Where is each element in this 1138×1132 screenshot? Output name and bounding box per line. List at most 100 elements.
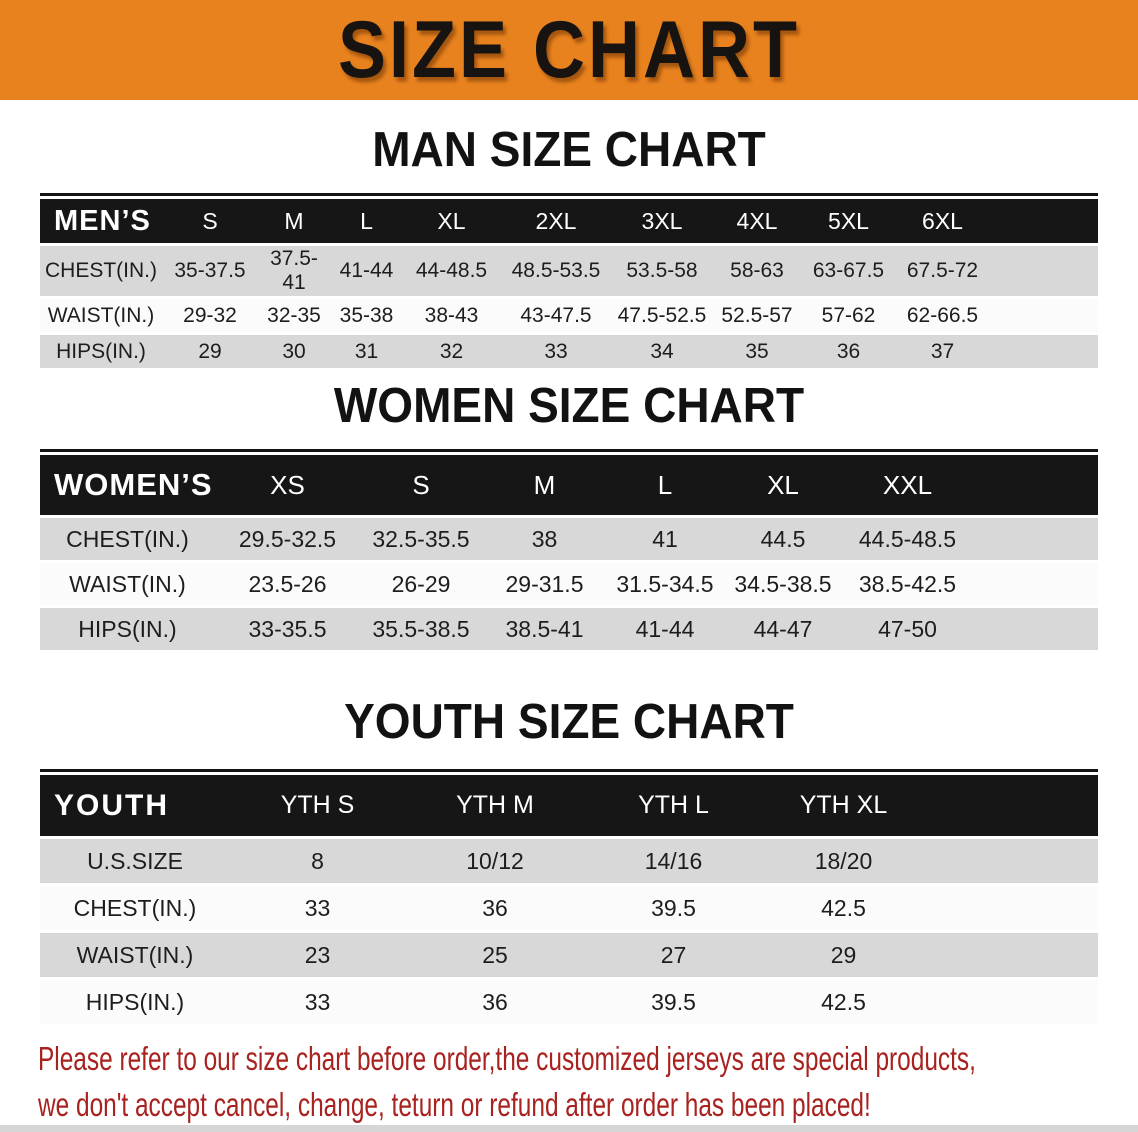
size-value: 35 bbox=[712, 335, 802, 368]
size-value: 23.5-26 bbox=[215, 563, 360, 605]
spacer-cell bbox=[972, 563, 1098, 605]
spacer-cell bbox=[972, 608, 1098, 650]
size-value: 39.5 bbox=[585, 980, 762, 1024]
size-value: 38-43 bbox=[403, 299, 500, 332]
size-value: 53.5-58 bbox=[612, 246, 712, 296]
size-value: 38.5-42.5 bbox=[843, 563, 972, 605]
spacer-cell bbox=[925, 933, 1098, 977]
spacer-cell bbox=[925, 980, 1098, 1024]
table-corner-label: WOMEN’S bbox=[40, 455, 215, 515]
size-value: 14/16 bbox=[585, 839, 762, 883]
spacer-cell bbox=[972, 455, 1098, 515]
size-value: 36 bbox=[405, 980, 585, 1024]
size-column-header: YTH S bbox=[230, 775, 405, 836]
size-value: 44.5-48.5 bbox=[843, 518, 972, 560]
size-value: 31 bbox=[330, 335, 403, 368]
table-row: U.S.SIZE 8 10/12 14/16 18/20 bbox=[40, 839, 1098, 883]
notice-line-1: Please refer to our size chart before or… bbox=[38, 1040, 976, 1077]
size-column-header: 3XL bbox=[612, 199, 712, 243]
table-row: CHEST(IN.) 33 36 39.5 42.5 bbox=[40, 886, 1098, 930]
size-column-header: L bbox=[607, 455, 723, 515]
size-value: 41-44 bbox=[330, 246, 403, 296]
size-value: 27 bbox=[585, 933, 762, 977]
size-column-header: M bbox=[258, 199, 330, 243]
size-value: 44.5 bbox=[723, 518, 843, 560]
size-value: 35-38 bbox=[330, 299, 403, 332]
size-value: 18/20 bbox=[762, 839, 925, 883]
size-value: 30 bbox=[258, 335, 330, 368]
size-value: 67.5-72 bbox=[895, 246, 990, 296]
size-column-header: YTH M bbox=[405, 775, 585, 836]
row-label: U.S.SIZE bbox=[40, 839, 230, 883]
size-value: 10/12 bbox=[405, 839, 585, 883]
size-value: 29 bbox=[762, 933, 925, 977]
size-column-header: M bbox=[482, 455, 607, 515]
size-value: 36 bbox=[405, 886, 585, 930]
size-value: 8 bbox=[230, 839, 405, 883]
row-label: CHEST(IN.) bbox=[40, 518, 215, 560]
table-row: WAIST(IN.) 29-32 32-35 35-38 38-43 43-47… bbox=[40, 299, 1098, 332]
row-label: WAIST(IN.) bbox=[40, 933, 230, 977]
size-value: 34 bbox=[612, 335, 712, 368]
size-value: 29.5-32.5 bbox=[215, 518, 360, 560]
size-value: 26-29 bbox=[360, 563, 482, 605]
size-value: 38.5-41 bbox=[482, 608, 607, 650]
size-column-header: 6XL bbox=[895, 199, 990, 243]
size-column-header: S bbox=[162, 199, 258, 243]
size-value: 48.5-53.5 bbox=[500, 246, 612, 296]
size-value: 25 bbox=[405, 933, 585, 977]
spacer-cell bbox=[990, 199, 1098, 243]
women-size-chart-heading: WOMEN SIZE CHART bbox=[333, 377, 805, 433]
table-row: CHEST(IN.) 35-37.5 37.5-41 41-44 44-48.5… bbox=[40, 246, 1098, 296]
table-header-row: YOUTH YTH S YTH M YTH L YTH XL bbox=[40, 775, 1098, 836]
size-value: 32 bbox=[403, 335, 500, 368]
size-value: 39.5 bbox=[585, 886, 762, 930]
table-corner-label: MEN’S bbox=[40, 199, 162, 243]
size-column-header: XS bbox=[215, 455, 360, 515]
size-value: 41 bbox=[607, 518, 723, 560]
size-value: 35-37.5 bbox=[162, 246, 258, 296]
size-column-header: 2XL bbox=[500, 199, 612, 243]
size-value: 43-47.5 bbox=[500, 299, 612, 332]
size-column-header: XL bbox=[723, 455, 843, 515]
size-value: 36 bbox=[802, 335, 895, 368]
table-corner-label: YOUTH bbox=[40, 775, 230, 836]
size-value: 33 bbox=[230, 886, 405, 930]
size-column-header: YTH L bbox=[585, 775, 762, 836]
youth-size-chart-heading: YOUTH SIZE CHART bbox=[344, 693, 794, 749]
table-header-row: MEN’S S M L XL 2XL 3XL 4XL 5XL 6XL bbox=[40, 199, 1098, 243]
size-value: 37 bbox=[895, 335, 990, 368]
size-value: 23 bbox=[230, 933, 405, 977]
size-column-header: 5XL bbox=[802, 199, 895, 243]
size-value: 29-31.5 bbox=[482, 563, 607, 605]
man-size-chart-heading: MAN SIZE CHART bbox=[372, 121, 766, 177]
size-value: 35.5-38.5 bbox=[360, 608, 482, 650]
row-label: WAIST(IN.) bbox=[40, 299, 162, 332]
spacer-cell bbox=[925, 775, 1098, 836]
size-value: 41-44 bbox=[607, 608, 723, 650]
size-value: 31.5-34.5 bbox=[607, 563, 723, 605]
size-value: 32-35 bbox=[258, 299, 330, 332]
size-value: 44-48.5 bbox=[403, 246, 500, 296]
size-column-header: L bbox=[330, 199, 403, 243]
spacer-cell bbox=[972, 518, 1098, 560]
order-policy-notice: Please refer to our size chart before or… bbox=[38, 1036, 1138, 1128]
size-value: 63-67.5 bbox=[802, 246, 895, 296]
row-label: HIPS(IN.) bbox=[40, 608, 215, 650]
size-value: 33 bbox=[230, 980, 405, 1024]
size-value: 33-35.5 bbox=[215, 608, 360, 650]
table-row: HIPS(IN.) 29 30 31 32 33 34 35 36 37 bbox=[40, 335, 1098, 368]
row-label: WAIST(IN.) bbox=[40, 563, 215, 605]
table-row: WAIST(IN.) 23.5-26 26-29 29-31.5 31.5-34… bbox=[40, 563, 1098, 605]
table-row: CHEST(IN.) 29.5-32.5 32.5-35.5 38 41 44.… bbox=[40, 518, 1098, 560]
table-row: WAIST(IN.) 23 25 27 29 bbox=[40, 933, 1098, 977]
size-value: 58-63 bbox=[712, 246, 802, 296]
row-label: HIPS(IN.) bbox=[40, 980, 230, 1024]
row-label: CHEST(IN.) bbox=[40, 246, 162, 296]
spacer-cell bbox=[990, 246, 1098, 296]
size-value: 29-32 bbox=[162, 299, 258, 332]
size-column-header: YTH XL bbox=[762, 775, 925, 836]
size-chart-title: SIZE CHART bbox=[338, 5, 800, 95]
spacer-cell bbox=[990, 299, 1098, 332]
size-value: 32.5-35.5 bbox=[360, 518, 482, 560]
